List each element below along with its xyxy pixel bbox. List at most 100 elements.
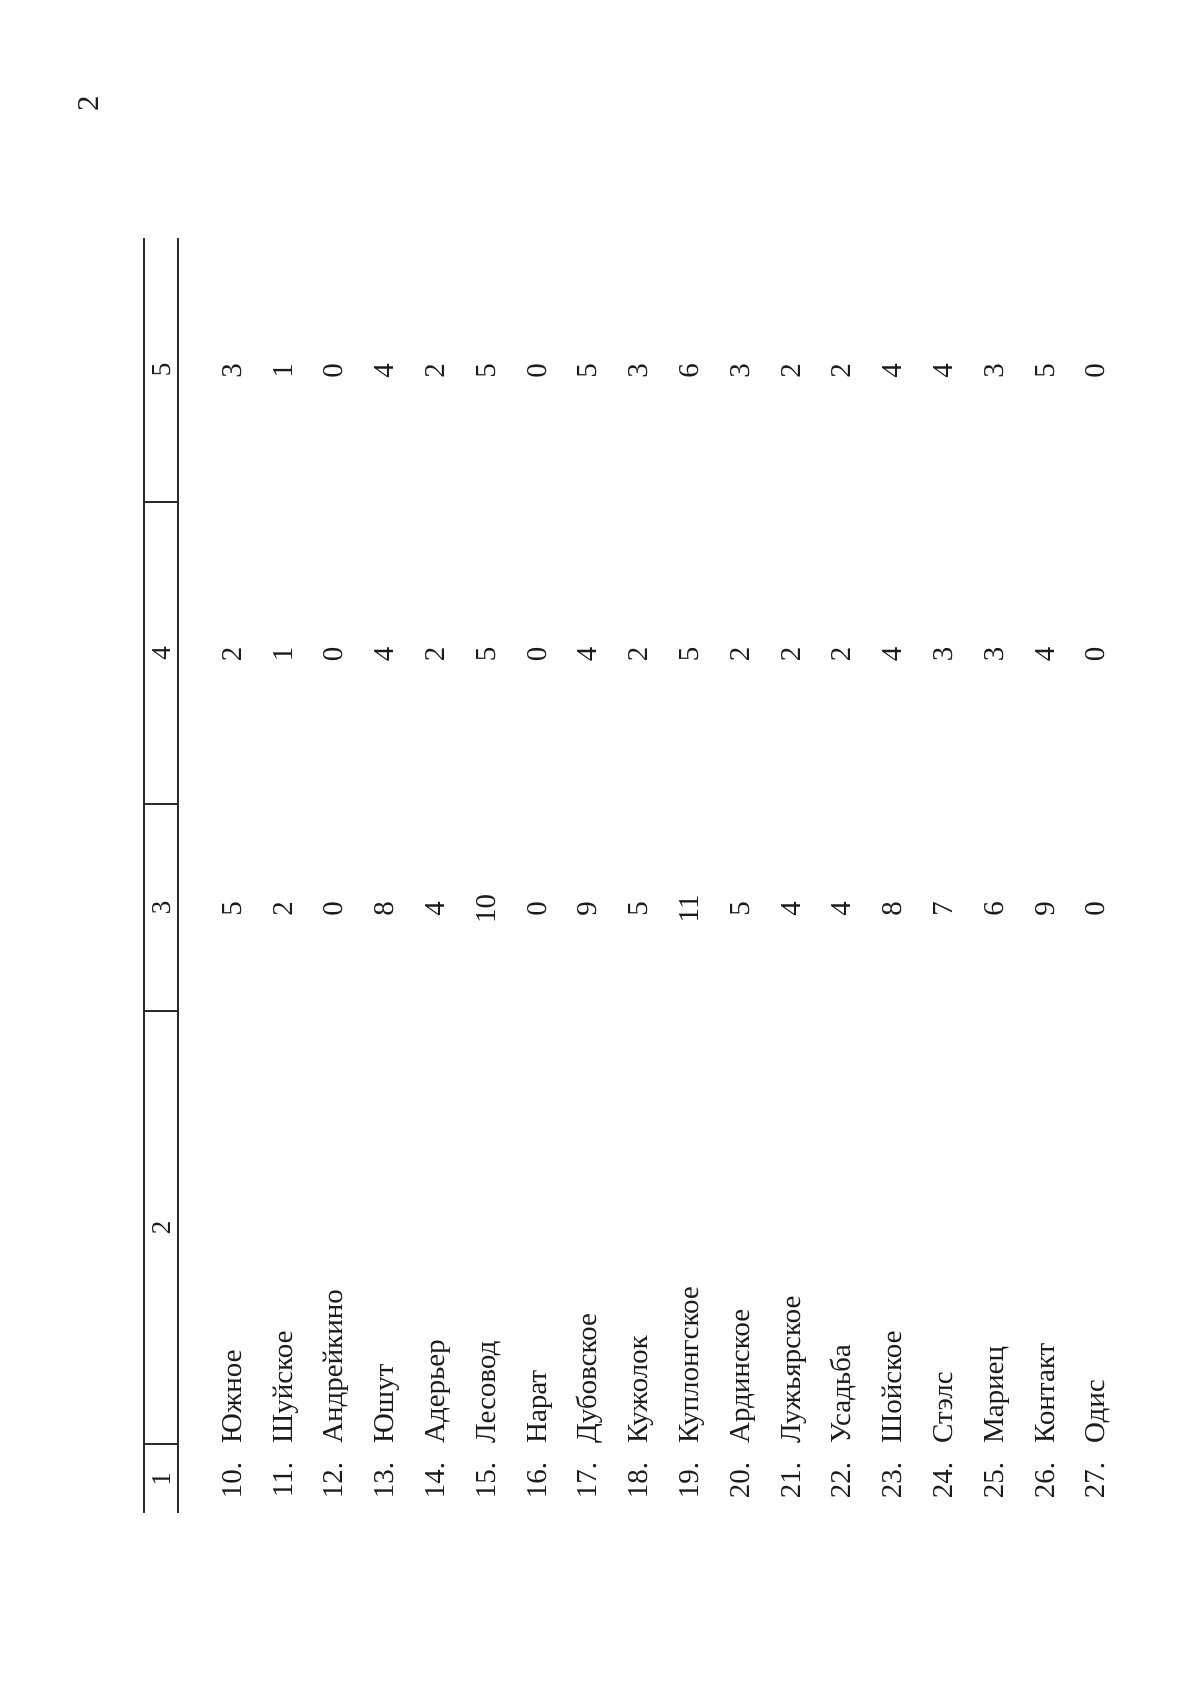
table-row: 14. Адерьер 4 2 2 [410,238,461,1513]
col3-value: 9 [1028,901,1061,916]
col3-value: 9 [571,901,604,916]
col3-value: 8 [876,901,909,916]
row-number: 10. [215,1462,248,1499]
col5-value: 2 [825,363,858,378]
row-number: 17. [571,1462,604,1499]
col5-value: 6 [673,363,706,378]
col3-value: 5 [622,901,655,916]
row-name: Ардинское [723,1308,756,1443]
col5-value: 0 [317,363,350,378]
col5-value: 2 [419,363,452,378]
col5-value: 4 [927,363,960,378]
table-row: 12. Андрейкино 0 0 0 [309,238,360,1513]
table-row: 18. Кужолок 5 2 3 [613,238,664,1513]
col4-value: 3 [927,646,960,662]
col4-value: 0 [317,646,350,662]
col3-value: 5 [723,901,756,916]
row-name: Южное [215,1349,248,1443]
row-name: Кужолок [622,1335,655,1443]
column-header-4: 4 [145,503,177,805]
col5-value: 4 [368,363,401,378]
row-number: 15. [469,1462,502,1499]
row-name: Усадьба [825,1344,858,1443]
table-row: 24. Стэлс 7 3 4 [918,238,969,1513]
col3-value: 4 [774,901,807,916]
col4-value: 2 [419,646,452,662]
row-name: Одис [1079,1379,1112,1443]
col5-value: 3 [723,363,756,378]
col4-value: 5 [469,646,502,662]
table-body: 10. Южное 5 2 3 11. Шуйское 2 1 1 12. Ан… [207,238,1121,1513]
table-row: 22. Усадьба 4 2 2 [817,238,868,1513]
row-name: Адерьер [419,1339,452,1443]
col3-value: 0 [520,901,553,916]
col4-value: 0 [1079,646,1112,662]
col3-value: 5 [215,901,248,916]
column-header-2: 2 [145,1012,177,1445]
row-number: 27. [1079,1462,1112,1499]
col4-value: 3 [977,646,1010,662]
col5-value: 0 [1079,363,1112,378]
table-row: 15. Лесовод 10 5 5 [461,238,512,1513]
row-number: 25. [977,1462,1010,1499]
column-header-5: 5 [145,238,177,503]
col5-value: 4 [876,363,909,378]
row-number: 19. [673,1462,706,1499]
row-number: 11. [266,1462,299,1498]
table-row: 23. Шойское 8 4 4 [867,238,918,1513]
row-name: Куплонгское [673,1286,706,1443]
row-number: 26. [1028,1462,1061,1499]
table-row: 17. Дубовское 9 4 5 [563,238,614,1513]
col5-value: 3 [215,363,248,378]
table-row: 11. Шуйское 2 1 1 [258,238,309,1513]
row-name: Стэлс [927,1371,960,1443]
row-number: 21. [774,1462,807,1499]
column-header-3: 3 [145,805,177,1012]
col4-value: 5 [673,646,706,662]
row-name: Лесовод [469,1340,502,1443]
row-name: Юшут [368,1363,401,1443]
col5-value: 3 [977,363,1010,378]
col3-value: 11 [673,894,706,923]
row-name: Мариец [977,1345,1010,1443]
col4-value: 2 [723,646,756,662]
table-row: 16. Нарат 0 0 0 [512,238,563,1513]
table-row: 13. Юшут 8 4 4 [359,238,410,1513]
table-row: 27. Одис 0 0 0 [1071,238,1122,1513]
row-name: Шойское [876,1330,909,1444]
table-row: 25. Мариец 6 3 3 [969,238,1020,1513]
col3-value: 8 [368,901,401,916]
table-row: 19. Куплонгское 11 5 6 [664,238,715,1513]
col5-value: 5 [469,363,502,378]
row-number: 18. [622,1462,655,1499]
table-row: 20. Ардинское 5 2 3 [715,238,766,1513]
row-name: Нарат [520,1369,553,1443]
row-number: 23. [876,1462,909,1499]
col3-value: 4 [419,901,452,916]
page-number: 2 [70,95,105,111]
data-table: 1 2 3 4 5 10. Южное 5 2 3 11. Шуйское 2 … [143,238,1121,1513]
col5-value: 3 [622,363,655,378]
table-row: 10. Южное 5 2 3 [207,238,258,1513]
col3-value: 10 [469,894,502,923]
row-name: Андрейкино [317,1289,350,1443]
col3-value: 0 [317,901,350,916]
row-number: 12. [317,1462,350,1499]
col5-value: 0 [520,363,553,378]
col5-value: 2 [774,363,807,378]
col3-value: 4 [825,901,858,916]
col4-value: 4 [571,646,604,662]
row-number: 13. [368,1462,401,1499]
col5-value: 1 [266,363,299,378]
row-name: Лужьярское [774,1295,807,1443]
col4-value: 4 [876,646,909,662]
row-name: Дубовское [571,1313,604,1443]
col4-value: 4 [1028,646,1061,662]
col5-value: 5 [571,363,604,378]
col3-value: 0 [1079,901,1112,916]
row-number: 16. [520,1462,553,1499]
col3-value: 7 [927,901,960,916]
table-row: 21. Лужьярское 4 2 2 [766,238,817,1513]
col4-value: 0 [520,646,553,662]
